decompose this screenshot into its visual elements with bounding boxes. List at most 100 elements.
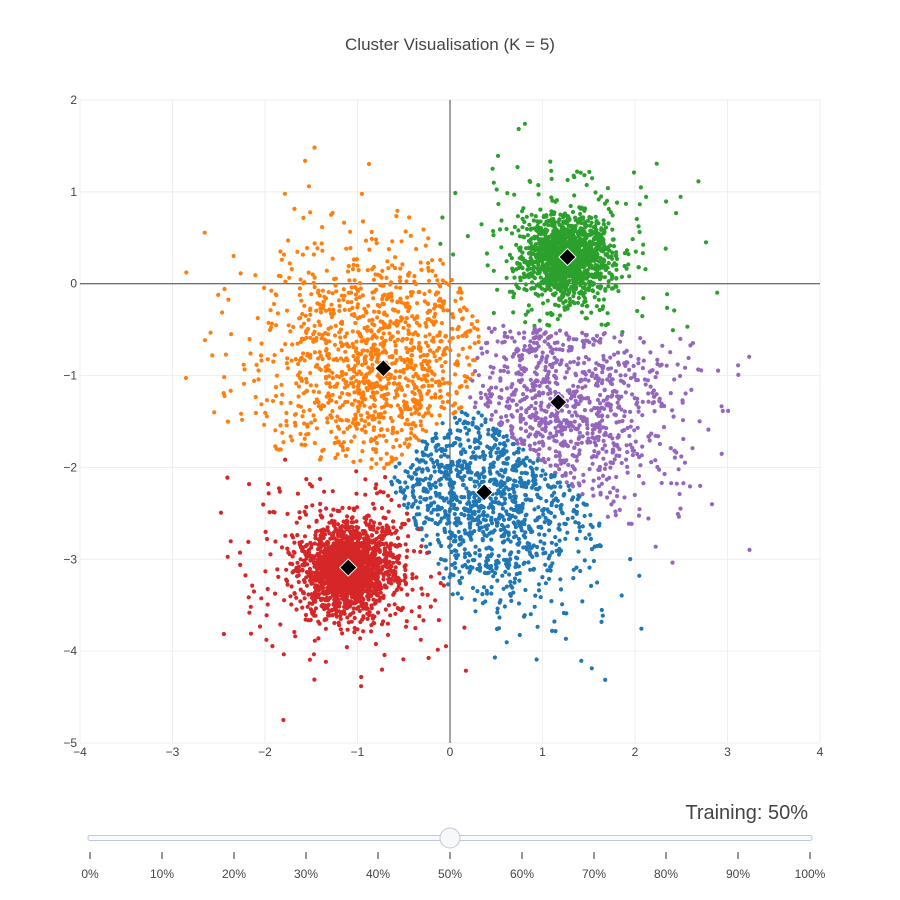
- data-point: [462, 459, 467, 464]
- data-point: [605, 401, 610, 406]
- data-point: [330, 291, 335, 296]
- data-point: [604, 359, 609, 364]
- data-point: [432, 464, 437, 469]
- data-point: [536, 259, 541, 264]
- data-point: [388, 415, 393, 421]
- data-point: [491, 574, 496, 579]
- data-point: [605, 311, 610, 316]
- data-point: [448, 507, 453, 512]
- data-point: [537, 336, 542, 341]
- data-point: [502, 355, 507, 360]
- data-point: [518, 426, 524, 431]
- data-point: [582, 408, 588, 413]
- data-point: [392, 375, 397, 380]
- data-point: [356, 268, 361, 273]
- data-point: [606, 254, 611, 260]
- data-point: [409, 358, 414, 363]
- data-point: [358, 352, 364, 357]
- data-point: [326, 326, 331, 331]
- data-point: [501, 368, 506, 373]
- data-point: [576, 262, 581, 267]
- data-point: [418, 393, 423, 398]
- data-point: [628, 376, 634, 381]
- data-point: [594, 411, 600, 417]
- data-point: [433, 395, 438, 400]
- data-point: [639, 626, 644, 631]
- data-point: [514, 561, 519, 566]
- data-point: [583, 536, 588, 541]
- data-point: [417, 389, 422, 394]
- data-point: [593, 214, 598, 219]
- data-point: [545, 298, 550, 303]
- data-point: [292, 420, 298, 425]
- data-point: [660, 343, 665, 348]
- data-point: [502, 525, 507, 530]
- data-point: [266, 320, 271, 325]
- data-point: [597, 420, 602, 425]
- data-point: [498, 376, 503, 381]
- data-point: [530, 529, 535, 534]
- data-point: [312, 418, 317, 423]
- data-point: [536, 262, 541, 268]
- data-point: [450, 482, 455, 487]
- data-point: [486, 570, 491, 575]
- data-point: [504, 509, 509, 514]
- data-point: [505, 524, 510, 529]
- data-point: [582, 513, 587, 519]
- data-point: [320, 248, 325, 253]
- data-point: [489, 591, 494, 596]
- data-point: [612, 261, 617, 266]
- data-point: [547, 387, 552, 392]
- data-point: [520, 225, 525, 230]
- data-point: [532, 406, 538, 411]
- data-point: [343, 400, 348, 405]
- data-point: [599, 414, 604, 419]
- data-point: [374, 461, 379, 466]
- data-point: [382, 310, 387, 315]
- data-point: [601, 297, 607, 302]
- data-point: [452, 511, 457, 517]
- data-point: [590, 282, 596, 287]
- data-point: [678, 194, 683, 199]
- data-point: [605, 495, 610, 500]
- data-point: [624, 266, 629, 271]
- data-point: [421, 488, 426, 493]
- data-point: [587, 279, 592, 284]
- data-point: [502, 481, 507, 486]
- data-point: [491, 426, 496, 431]
- data-point: [426, 278, 432, 283]
- data-point: [541, 378, 546, 383]
- data-point: [552, 619, 557, 624]
- data-point: [299, 336, 305, 341]
- data-point: [586, 262, 592, 267]
- data-point: [720, 408, 725, 414]
- data-point: [603, 432, 608, 437]
- data-point: [437, 395, 442, 400]
- data-point: [485, 340, 490, 345]
- data-point: [465, 431, 470, 436]
- data-point: [426, 268, 431, 273]
- data-point: [562, 492, 567, 497]
- data-point: [466, 438, 471, 443]
- data-point: [312, 285, 317, 290]
- data-point: [399, 315, 404, 320]
- data-point: [346, 418, 351, 423]
- data-point: [283, 279, 288, 284]
- data-point: [228, 388, 233, 393]
- data-point: [262, 422, 267, 427]
- data-point: [534, 378, 539, 383]
- data-point: [424, 496, 429, 501]
- data-point: [719, 451, 724, 456]
- data-point: [403, 480, 408, 485]
- data-point: [317, 350, 322, 355]
- data-point: [502, 339, 507, 344]
- data-point: [548, 463, 553, 468]
- data-point: [362, 355, 367, 360]
- data-point: [541, 456, 546, 461]
- data-point: [411, 493, 416, 498]
- data-point: [641, 242, 646, 247]
- data-point: [544, 213, 549, 218]
- data-point: [312, 323, 317, 328]
- data-point: [601, 364, 606, 369]
- data-point: [450, 326, 455, 331]
